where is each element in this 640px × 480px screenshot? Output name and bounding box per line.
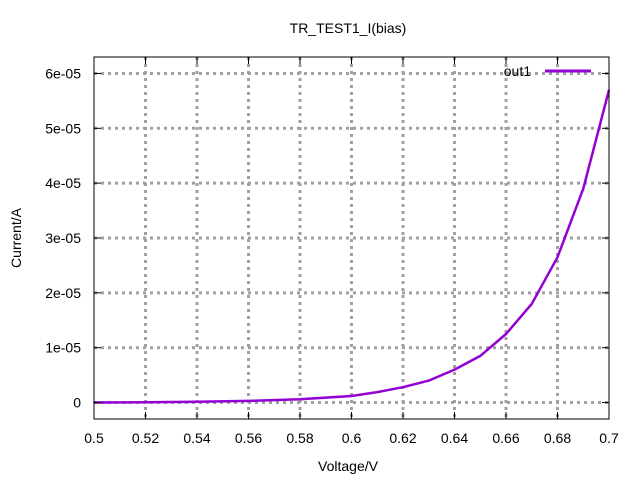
y-tick-label: 1e-05: [45, 340, 81, 356]
data-point: [247, 400, 250, 402]
x-tick-label: 0.52: [132, 430, 159, 446]
x-tick-label: 0.6: [342, 430, 362, 446]
y-tick-label: 5e-05: [45, 120, 81, 136]
x-tick-label: 0.56: [235, 430, 262, 446]
x-tick-label: 0.68: [544, 430, 571, 446]
y-tick-label: 0: [73, 395, 81, 411]
x-tick-label: 0.66: [492, 430, 519, 446]
data-point: [350, 395, 353, 397]
data-point: [505, 333, 507, 335]
data-point: [427, 379, 430, 382]
y-tick-label: 3e-05: [45, 230, 81, 246]
x-axis-label: Voltage/V: [318, 458, 379, 474]
x-tick-label: 0.54: [183, 430, 210, 446]
data-point: [556, 256, 559, 258]
data-point: [376, 391, 379, 393]
x-tick-label: 0.7: [599, 430, 619, 446]
data-point: [196, 400, 198, 403]
chart-title: TR_TEST1_I(bias): [290, 20, 407, 36]
data-point: [144, 401, 147, 404]
x-axis: 0.5 0.52 0.54 0.56 0.58 0.6 0.62 0.64 0.66 0.68 0.…: [84, 57, 619, 446]
data-point: [453, 368, 456, 371]
y-tick-label: 6e-05: [45, 65, 81, 81]
data-point: [299, 398, 301, 401]
data-point: [479, 355, 482, 357]
data-point: [582, 187, 585, 190]
grid: [94, 57, 609, 419]
y-tick-label: 2e-05: [45, 285, 81, 301]
legend-label: out1: [504, 63, 531, 79]
x-tick-label: 0.5: [84, 430, 104, 446]
y-axis: 0 1e-05 2e-05 3e-05 4e-05 5e-05 6e-05: [45, 65, 609, 411]
y-tick-label: 4e-05: [45, 175, 81, 191]
x-tick-label: 0.58: [286, 430, 313, 446]
data-point: [530, 303, 533, 305]
series-line: [93, 89, 611, 404]
x-tick-label: 0.64: [441, 430, 468, 446]
data-point: [402, 386, 404, 388]
y-axis-label: Current/A: [8, 207, 24, 268]
legend: out1: [504, 63, 591, 79]
x-tick-label: 0.62: [389, 430, 416, 446]
series-layer: [93, 89, 611, 404]
